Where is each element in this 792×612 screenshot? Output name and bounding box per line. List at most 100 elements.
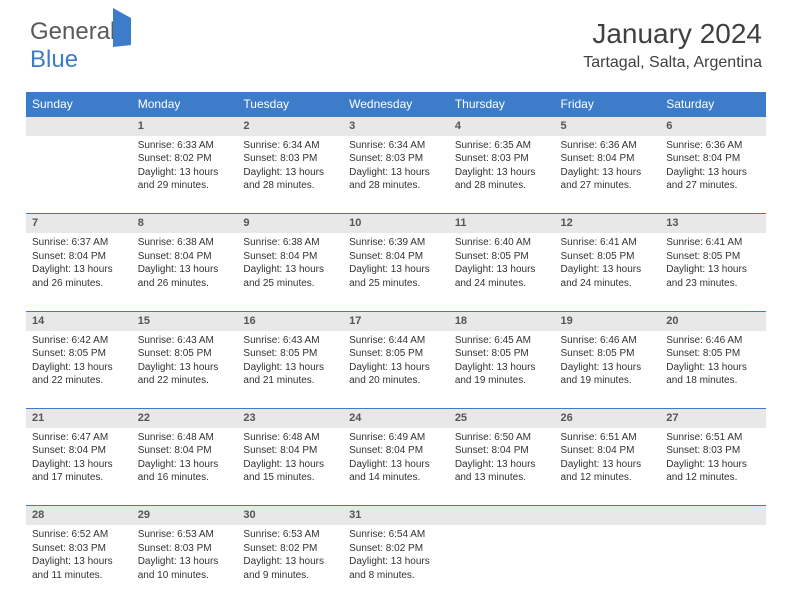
daylight-text: Daylight: 13 hours: [138, 263, 232, 277]
weekday-header: Saturday: [660, 92, 766, 117]
sunrise-text: Sunrise: 6:53 AM: [138, 528, 232, 542]
day-content-cell: Sunrise: 6:33 AMSunset: 8:02 PMDaylight:…: [132, 136, 238, 214]
daylight-text: and 16 minutes.: [138, 471, 232, 485]
sunset-text: Sunset: 8:04 PM: [32, 250, 126, 264]
daylight-text: Daylight: 13 hours: [138, 555, 232, 569]
day-number-cell: 1: [132, 117, 238, 136]
sunset-text: Sunset: 8:04 PM: [349, 250, 443, 264]
day-content-cell: Sunrise: 6:39 AMSunset: 8:04 PMDaylight:…: [343, 233, 449, 311]
sunset-text: Sunset: 8:03 PM: [32, 542, 126, 556]
day-number: 16: [243, 315, 255, 327]
month-title: January 2024: [583, 18, 762, 50]
day-number: 28: [32, 509, 44, 521]
day-number: 6: [666, 120, 672, 132]
day-number: 14: [32, 315, 44, 327]
day-number: 29: [138, 509, 150, 521]
sunrise-text: Sunrise: 6:48 AM: [243, 431, 337, 445]
sunrise-text: Sunrise: 6:34 AM: [243, 139, 337, 153]
day-number: 2: [243, 120, 249, 132]
day-number-cell: 28: [26, 506, 132, 525]
sunrise-text: Sunrise: 6:50 AM: [455, 431, 549, 445]
day-number: 21: [32, 412, 44, 424]
sunrise-text: Sunrise: 6:48 AM: [138, 431, 232, 445]
sunset-text: Sunset: 8:03 PM: [138, 542, 232, 556]
day-content-row: Sunrise: 6:47 AMSunset: 8:04 PMDaylight:…: [26, 428, 766, 506]
daylight-text: and 15 minutes.: [243, 471, 337, 485]
day-number: 4: [455, 120, 461, 132]
sunset-text: Sunset: 8:04 PM: [32, 444, 126, 458]
day-content-cell: Sunrise: 6:52 AMSunset: 8:03 PMDaylight:…: [26, 525, 132, 603]
day-content-cell: Sunrise: 6:46 AMSunset: 8:05 PMDaylight:…: [555, 331, 661, 409]
day-number-cell: 19: [555, 311, 661, 330]
day-content-cell: Sunrise: 6:49 AMSunset: 8:04 PMDaylight:…: [343, 428, 449, 506]
day-number-cell: 21: [26, 409, 132, 428]
day-content-cell: Sunrise: 6:38 AMSunset: 8:04 PMDaylight:…: [237, 233, 343, 311]
weekday-header: Sunday: [26, 92, 132, 117]
day-number: 17: [349, 315, 361, 327]
day-number: 8: [138, 217, 144, 229]
logo-part1: General: [30, 18, 115, 45]
day-content-cell: Sunrise: 6:45 AMSunset: 8:05 PMDaylight:…: [449, 331, 555, 409]
sunrise-text: Sunrise: 6:41 AM: [666, 236, 760, 250]
day-number-cell: 10: [343, 214, 449, 233]
day-number: 12: [561, 217, 573, 229]
day-number: 20: [666, 315, 678, 327]
day-number-cell: 4: [449, 117, 555, 136]
daylight-text: Daylight: 13 hours: [138, 458, 232, 472]
day-number: 22: [138, 412, 150, 424]
daylight-text: and 28 minutes.: [243, 179, 337, 193]
sunrise-text: Sunrise: 6:51 AM: [561, 431, 655, 445]
sunrise-text: Sunrise: 6:41 AM: [561, 236, 655, 250]
daylight-text: and 17 minutes.: [32, 471, 126, 485]
daylight-text: Daylight: 13 hours: [349, 361, 443, 375]
day-number-cell: 23: [237, 409, 343, 428]
day-number-cell: 20: [660, 311, 766, 330]
day-number: 9: [243, 217, 249, 229]
sunrise-text: Sunrise: 6:38 AM: [138, 236, 232, 250]
day-number: 1: [138, 120, 144, 132]
day-number-cell: 7: [26, 214, 132, 233]
daylight-text: and 24 minutes.: [455, 277, 549, 291]
sunset-text: Sunset: 8:04 PM: [666, 152, 760, 166]
sunrise-text: Sunrise: 6:36 AM: [561, 139, 655, 153]
sunrise-text: Sunrise: 6:44 AM: [349, 334, 443, 348]
sunrise-text: Sunrise: 6:46 AM: [561, 334, 655, 348]
day-number: 25: [455, 412, 467, 424]
daylight-text: Daylight: 13 hours: [455, 166, 549, 180]
day-number-cell: [449, 506, 555, 525]
weekday-header: Wednesday: [343, 92, 449, 117]
day-content-cell: Sunrise: 6:36 AMSunset: 8:04 PMDaylight:…: [660, 136, 766, 214]
daylight-text: and 19 minutes.: [455, 374, 549, 388]
daylight-text: and 23 minutes.: [666, 277, 760, 291]
sunset-text: Sunset: 8:05 PM: [561, 250, 655, 264]
sunset-text: Sunset: 8:03 PM: [243, 152, 337, 166]
day-number-cell: 14: [26, 311, 132, 330]
sunset-text: Sunset: 8:05 PM: [138, 347, 232, 361]
day-number-row: 14151617181920: [26, 311, 766, 330]
sunset-text: Sunset: 8:02 PM: [243, 542, 337, 556]
sunset-text: Sunset: 8:04 PM: [138, 250, 232, 264]
daylight-text: Daylight: 13 hours: [138, 166, 232, 180]
day-number-cell: 6: [660, 117, 766, 136]
day-number-cell: 5: [555, 117, 661, 136]
daylight-text: Daylight: 13 hours: [32, 361, 126, 375]
daylight-text: and 28 minutes.: [455, 179, 549, 193]
day-number-cell: 3: [343, 117, 449, 136]
logo: General Blue: [30, 18, 131, 74]
sunrise-text: Sunrise: 6:53 AM: [243, 528, 337, 542]
day-content-row: Sunrise: 6:52 AMSunset: 8:03 PMDaylight:…: [26, 525, 766, 603]
daylight-text: and 29 minutes.: [138, 179, 232, 193]
day-content-cell: Sunrise: 6:53 AMSunset: 8:03 PMDaylight:…: [132, 525, 238, 603]
day-number: 3: [349, 120, 355, 132]
daylight-text: Daylight: 13 hours: [349, 166, 443, 180]
day-number-cell: 24: [343, 409, 449, 428]
day-content-row: Sunrise: 6:33 AMSunset: 8:02 PMDaylight:…: [26, 136, 766, 214]
sunset-text: Sunset: 8:02 PM: [349, 542, 443, 556]
day-number: 24: [349, 412, 361, 424]
day-number-cell: 22: [132, 409, 238, 428]
sunset-text: Sunset: 8:05 PM: [349, 347, 443, 361]
sunrise-text: Sunrise: 6:38 AM: [243, 236, 337, 250]
day-number: 26: [561, 412, 573, 424]
sunset-text: Sunset: 8:02 PM: [138, 152, 232, 166]
daylight-text: and 22 minutes.: [32, 374, 126, 388]
